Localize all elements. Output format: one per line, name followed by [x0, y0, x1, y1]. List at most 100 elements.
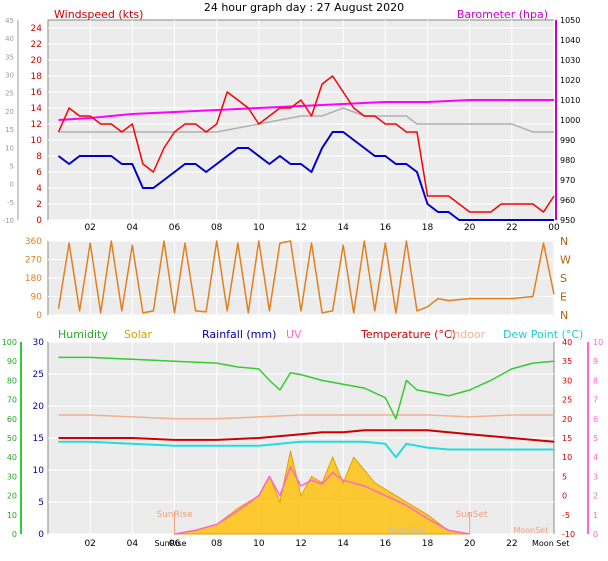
wind-inner-tick-label: 10 [31, 136, 43, 146]
sunset-annotation: SunSet [456, 510, 488, 520]
rain-tick-label: 15 [33, 434, 44, 444]
humidity-tick-label: 0 [12, 530, 17, 539]
temp-x-tick-label: 04 [127, 539, 139, 549]
wind-inner-tick-label: 16 [31, 88, 43, 98]
direction-line [57, 240, 555, 314]
dewpoint-label: Dew Point (°C) [503, 328, 583, 341]
barometer-tick-label: 1020 [560, 76, 580, 85]
compass-label: W [560, 254, 571, 267]
uv-line [174, 466, 470, 535]
wind-inner-tick-label: 6 [36, 168, 42, 178]
compass-label: S [560, 272, 567, 285]
uv-tick-label: 1 [593, 511, 598, 520]
compass-label: N [560, 309, 568, 322]
compass-label: E [560, 291, 567, 304]
barometer-line [58, 99, 554, 121]
wind-outer-tick-label: 40 [5, 35, 14, 43]
rain-tick-label: 5 [38, 498, 44, 508]
moonset-tick-label: Moon Set [532, 539, 569, 548]
humidity-tick-label: 60 [7, 415, 17, 424]
wind-inner-tick-label: 18 [31, 72, 43, 82]
wind-x-tick-label: 16 [380, 223, 392, 233]
rain-tick-label: 30 [33, 338, 45, 348]
sunrise-tick-label: SunRise [155, 539, 187, 548]
humidity-tick-label: 30 [7, 472, 17, 481]
barometer-axis-label: Barometer (hpa) [457, 8, 548, 21]
uv-tick-label: 8 [593, 376, 598, 385]
rainfall-label: Rainfall (mm) [202, 328, 276, 341]
barometer-tick-label: 970 [560, 176, 575, 185]
humidity-tick-label: 10 [7, 511, 17, 520]
direction-tick-label: 90 [31, 293, 43, 303]
wind-panel: 024681012141618202224-10-505101520253035… [3, 8, 581, 233]
humidity-tick-label: 70 [7, 396, 17, 405]
wind-inner-tick-label: 24 [31, 24, 43, 34]
barometer-tick-label: 1050 [560, 16, 580, 25]
direction-tick-label: 360 [25, 237, 42, 247]
humidity-tick-label: 20 [7, 492, 17, 501]
temp-x-tick-label: 14 [337, 539, 349, 549]
uv-tick-label: 10 [593, 338, 603, 347]
wind-inner-tick-label: 2 [36, 200, 42, 210]
direction-tick-label: 270 [25, 256, 42, 266]
wind-outer-tick-label: -10 [3, 217, 14, 225]
temperature-line [58, 429, 555, 443]
wind-inner-tick-label: 12 [31, 120, 42, 130]
wind-x-tick-label: 22 [506, 223, 517, 233]
temp-x-tick-label: 02 [84, 539, 95, 549]
wind-x-tick-label: 06 [169, 223, 181, 233]
wind-inner-tick-label: 8 [36, 152, 42, 162]
wind-inner-tick-label: 14 [31, 104, 43, 114]
moonrise-annotation: MoonRise [386, 526, 425, 535]
temperature-panel: 0510152025300102030405060708090100-10-50… [2, 328, 603, 549]
wind-x-tick-label: 08 [211, 223, 223, 233]
uv-tick-label: 0 [593, 530, 598, 539]
temp-tick-label: 0 [562, 492, 567, 501]
temp-tick-label: 25 [562, 396, 572, 405]
wind-outer-tick-label: -5 [7, 199, 14, 207]
wind-x-tick-label: 02 [84, 223, 95, 233]
wind-inner-tick-label: 4 [36, 184, 42, 194]
barometer-tick-label: 1030 [560, 56, 580, 65]
barometer-tick-label: 950 [560, 216, 575, 225]
barometer-tick-label: 1040 [560, 36, 580, 45]
temp-x-tick-label: 08 [211, 539, 223, 549]
wind-x-tick-label: 20 [464, 223, 476, 233]
solar-area [174, 450, 470, 535]
temp-tick-label: -5 [562, 511, 570, 520]
temp-tick-label: 40 [562, 338, 572, 347]
humidity-tick-label: 100 [2, 338, 17, 347]
direction-tick-label: 0 [36, 311, 42, 321]
wind-outer-tick-label: 30 [5, 72, 14, 80]
temp-tick-label: 5 [562, 472, 567, 481]
wind-outer-tick-label: 45 [5, 17, 14, 25]
uv-tick-label: 7 [593, 396, 598, 405]
barometer-tick-label: 990 [560, 136, 575, 145]
rain-tick-label: 20 [33, 402, 45, 412]
temp-tick-label: 35 [562, 357, 572, 366]
uv-tick-label: 3 [593, 472, 598, 481]
temp-x-tick-label: 18 [422, 539, 434, 549]
temp-x-tick-label: 22 [506, 539, 517, 549]
dewpoint-line [58, 440, 554, 459]
solar-label: Solar [124, 328, 153, 341]
temp-tick-label: 15 [562, 434, 572, 443]
humidity-tick-label: 80 [7, 376, 17, 385]
wind-avg-line [57, 131, 554, 221]
direction-panel: 0 N 90 E 180 S 270 W 360 N [25, 235, 571, 322]
wind-inner-tick-label: 20 [31, 56, 43, 66]
uv-tick-label: 6 [593, 415, 598, 424]
barometer-tick-label: 960 [560, 196, 575, 205]
temp-x-tick-label: 12 [295, 539, 306, 549]
moonset-annotation: MoonSet [513, 526, 548, 535]
uv-label: UV [286, 328, 302, 341]
wind-x-tick-label: 12 [295, 223, 306, 233]
temp-x-tick-label: 20 [464, 539, 476, 549]
wind-x-tick-label: 10 [253, 223, 265, 233]
wind-axis-label: Windspeed (kts) [54, 8, 143, 21]
compass-label: N [560, 235, 568, 248]
temp-tick-label: 20 [562, 415, 572, 424]
sunrise-annotation: SunRise [157, 510, 194, 520]
